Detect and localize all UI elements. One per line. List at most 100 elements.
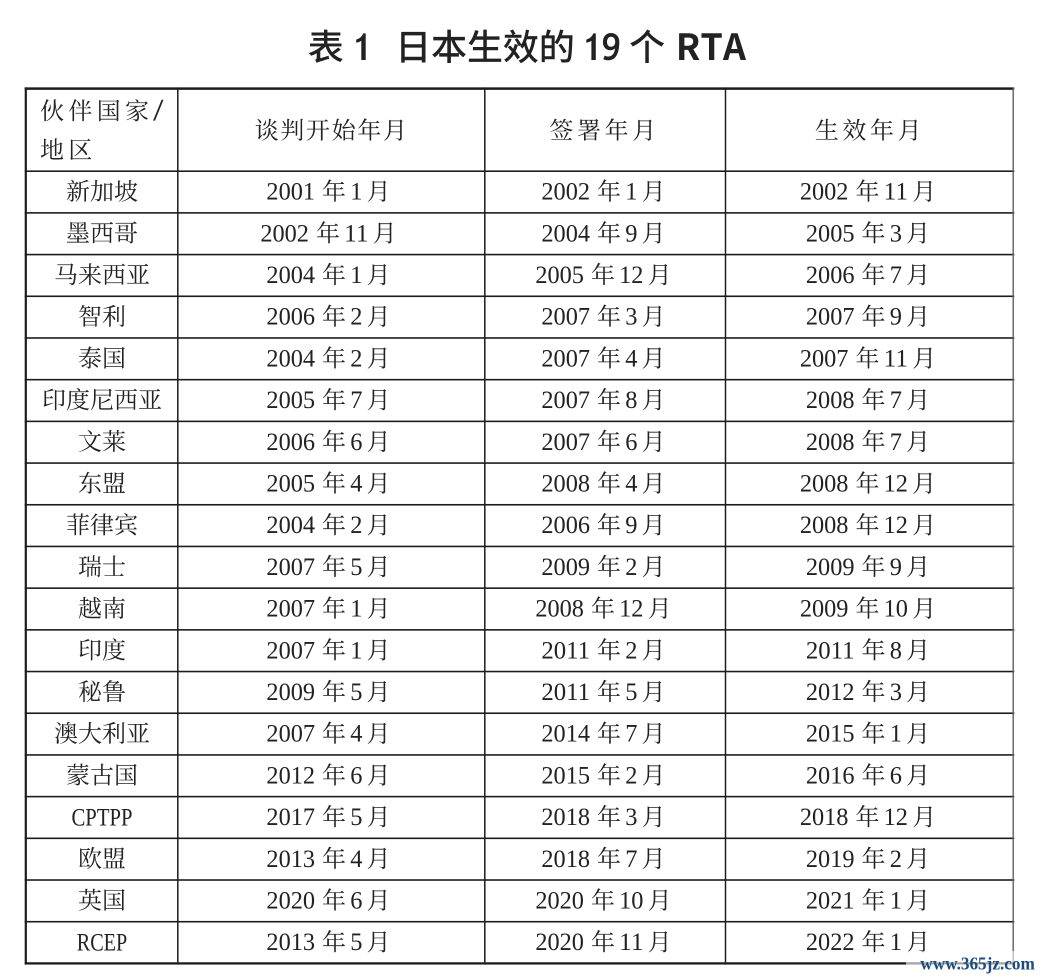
svg-text:12: 12: [884, 804, 908, 831]
svg-text:2019: 2019: [806, 846, 855, 873]
svg-text:7: 7: [350, 387, 362, 414]
svg-text:6: 6: [350, 429, 362, 456]
svg-text:2009: 2009: [806, 554, 855, 581]
svg-text:5: 5: [350, 554, 362, 581]
svg-text:7: 7: [625, 846, 637, 873]
svg-text:1: 1: [350, 637, 362, 664]
svg-text:7: 7: [890, 429, 902, 456]
svg-text:2017: 2017: [266, 804, 315, 831]
svg-text:2006: 2006: [541, 512, 590, 539]
svg-text:2011: 2011: [541, 637, 590, 664]
svg-text:2009: 2009: [266, 679, 315, 706]
svg-text:2015: 2015: [806, 721, 855, 748]
svg-text:2012: 2012: [806, 679, 855, 706]
svg-text:2012: 2012: [266, 762, 315, 789]
svg-text:1: 1: [890, 887, 902, 914]
svg-text:2011: 2011: [541, 679, 590, 706]
svg-text:2016: 2016: [806, 762, 855, 789]
svg-text:6: 6: [890, 762, 902, 789]
svg-text:2005: 2005: [266, 471, 315, 498]
svg-text:12: 12: [884, 471, 908, 498]
svg-text:2006: 2006: [266, 429, 315, 456]
svg-text:6: 6: [350, 762, 362, 789]
svg-text:2004: 2004: [266, 262, 315, 289]
svg-text:8: 8: [890, 637, 902, 664]
svg-text:7: 7: [890, 262, 902, 289]
svg-text:1: 1: [350, 179, 362, 206]
svg-text:4: 4: [625, 471, 638, 498]
svg-text:7: 7: [625, 721, 637, 748]
svg-text:2014: 2014: [541, 721, 590, 748]
svg-text:11: 11: [619, 929, 643, 956]
svg-text:1: 1: [350, 596, 362, 623]
svg-text:4: 4: [350, 721, 363, 748]
svg-text:4: 4: [350, 846, 363, 873]
svg-text:2007: 2007: [800, 345, 849, 372]
svg-text:2001: 2001: [266, 179, 315, 206]
svg-text:2005: 2005: [535, 262, 584, 289]
svg-text:9: 9: [625, 220, 637, 247]
svg-text:2007: 2007: [266, 637, 315, 664]
svg-text:2: 2: [350, 304, 362, 331]
svg-text:2020: 2020: [266, 887, 315, 914]
svg-text:3: 3: [625, 804, 637, 831]
svg-text:CPTPP: CPTPP: [72, 804, 133, 831]
svg-text:2008: 2008: [806, 429, 855, 456]
svg-text:2002: 2002: [260, 220, 309, 247]
svg-text:7: 7: [890, 387, 902, 414]
svg-text:3: 3: [890, 679, 902, 706]
svg-text:4: 4: [625, 345, 638, 372]
svg-text:2009: 2009: [800, 596, 849, 623]
svg-text:1: 1: [890, 929, 902, 956]
svg-text:2007: 2007: [541, 429, 590, 456]
svg-text:2015: 2015: [541, 762, 590, 789]
svg-text:2018: 2018: [800, 804, 849, 831]
svg-text:2008: 2008: [800, 471, 849, 498]
svg-text:2004: 2004: [266, 512, 315, 539]
svg-text:5: 5: [350, 929, 362, 956]
svg-text:2007: 2007: [541, 304, 590, 331]
svg-text:3: 3: [890, 220, 902, 247]
svg-text:8: 8: [625, 387, 637, 414]
svg-text:12: 12: [884, 512, 908, 539]
svg-text:2008: 2008: [535, 596, 584, 623]
svg-text:2018: 2018: [541, 846, 590, 873]
svg-text:6: 6: [350, 887, 362, 914]
svg-text:2005: 2005: [806, 220, 855, 247]
svg-text:2: 2: [625, 762, 637, 789]
svg-text:10: 10: [884, 596, 908, 623]
svg-text:2: 2: [350, 345, 362, 372]
svg-text:2007: 2007: [266, 596, 315, 623]
svg-text:2008: 2008: [806, 387, 855, 414]
svg-text:2020: 2020: [535, 887, 584, 914]
svg-text:2: 2: [625, 637, 637, 664]
svg-text:11: 11: [884, 179, 908, 206]
svg-text:9: 9: [890, 304, 902, 331]
svg-text:9: 9: [890, 554, 902, 581]
svg-text:2013: 2013: [266, 929, 315, 956]
svg-text:1: 1: [625, 179, 637, 206]
svg-text:2007: 2007: [541, 387, 590, 414]
svg-text:2007: 2007: [266, 554, 315, 581]
svg-text:RCEP: RCEP: [77, 930, 128, 957]
svg-text:2: 2: [350, 512, 362, 539]
svg-text:2004: 2004: [266, 345, 315, 372]
svg-text:4: 4: [350, 471, 363, 498]
svg-text:5: 5: [350, 804, 362, 831]
svg-text:2022: 2022: [806, 929, 855, 956]
svg-text:2021: 2021: [806, 887, 855, 914]
svg-text:12: 12: [619, 596, 643, 623]
svg-text:2007: 2007: [541, 345, 590, 372]
svg-text:2: 2: [890, 846, 902, 873]
svg-text:3: 3: [625, 304, 637, 331]
svg-text:2: 2: [625, 554, 637, 581]
svg-text:2020: 2020: [535, 929, 584, 956]
svg-text:2007: 2007: [806, 304, 855, 331]
svg-text:2008: 2008: [800, 512, 849, 539]
svg-text:2018: 2018: [541, 804, 590, 831]
svg-text:11: 11: [884, 345, 908, 372]
svg-text:1: 1: [350, 262, 362, 289]
svg-text:2009: 2009: [541, 554, 590, 581]
svg-text:2013: 2013: [266, 846, 315, 873]
svg-text:2005: 2005: [266, 387, 315, 414]
